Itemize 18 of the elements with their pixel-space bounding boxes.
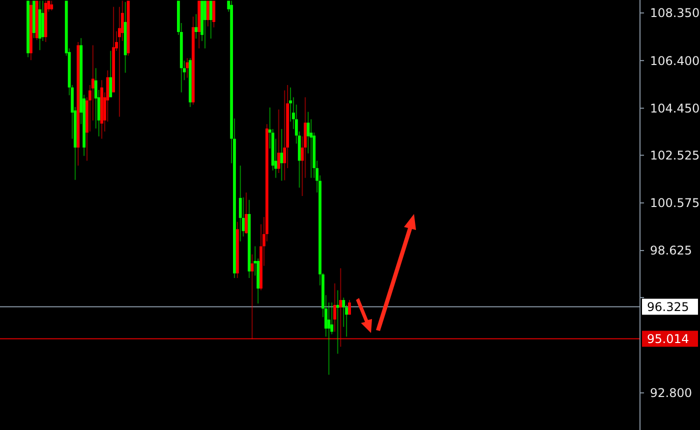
y-tick-label: 108.350 — [650, 6, 700, 20]
y-tick-label: 98.625 — [650, 244, 692, 258]
candlestick — [200, 0, 204, 42]
y-tick-label: 106.400 — [650, 54, 700, 68]
candlestick — [176, 0, 180, 36]
candlestick — [32, 0, 36, 39]
candlestick — [212, 0, 216, 28]
y-tick-label: 104.450 — [650, 101, 700, 116]
candlestick — [206, 0, 210, 27]
candlestick — [50, 0, 54, 12]
y-tick-label: 102.525 — [650, 148, 700, 162]
candlestick — [35, 0, 38, 41]
candlestick — [348, 300, 351, 315]
y-tick-label: 92.800 — [650, 386, 692, 400]
candlestick — [271, 128, 274, 172]
ref-line-label: 96.325 — [647, 300, 689, 314]
y-tick-label: 100.575 — [650, 196, 700, 210]
ref-line-label: 95.014 — [647, 332, 689, 346]
